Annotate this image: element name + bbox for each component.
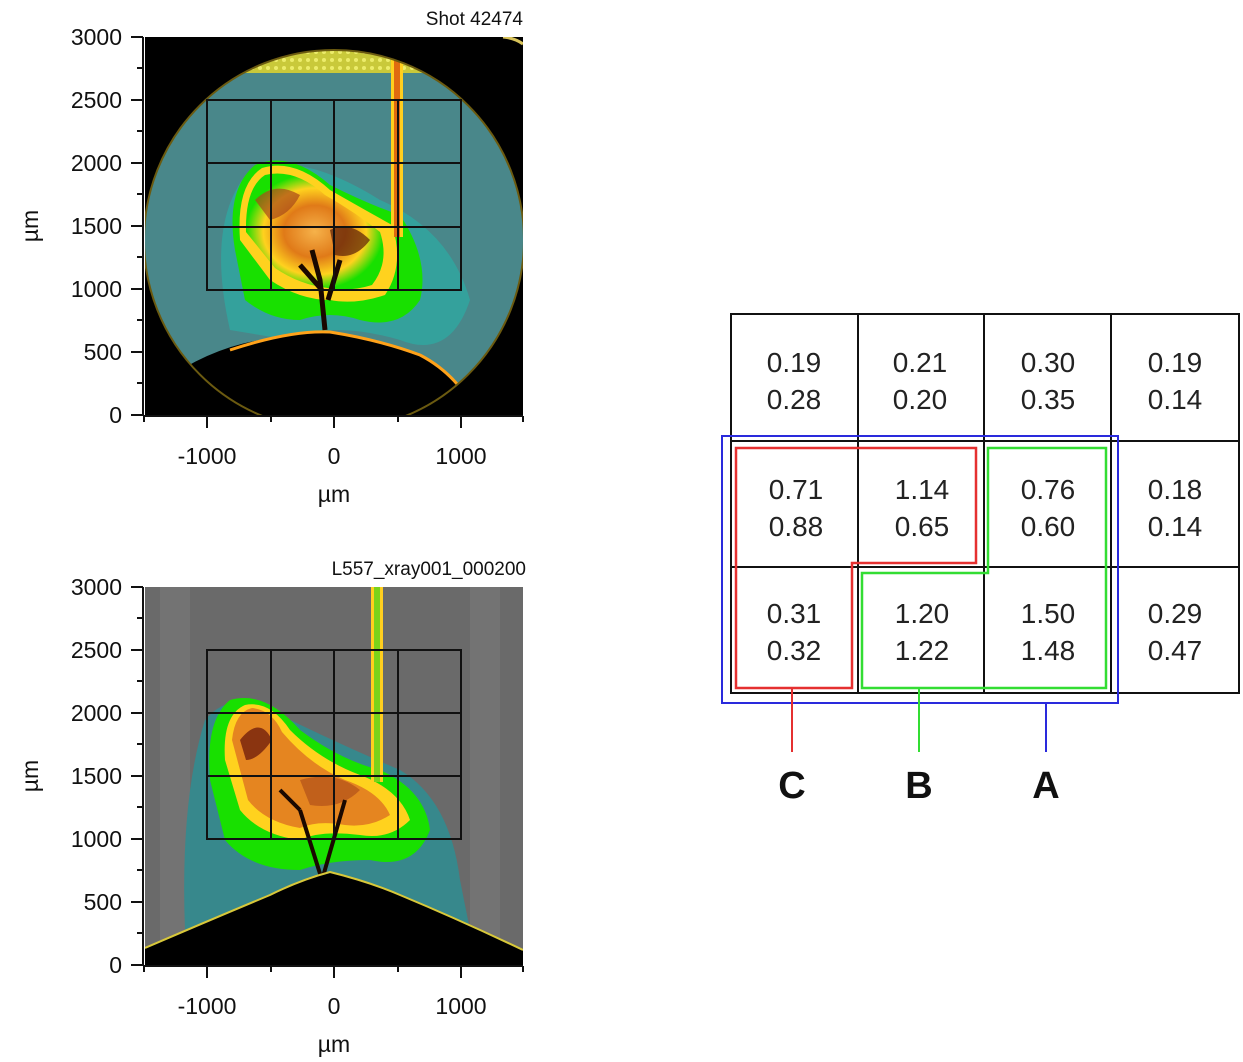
bottom-ytick-0: 0	[109, 952, 122, 978]
cell-r0c1-top: 0.21	[893, 347, 948, 378]
bottom-panel-title: L557_xray001_000200	[332, 559, 526, 580]
cell-r1c3-bottom: 0.14	[1148, 511, 1203, 542]
cell-r1c1-bottom: 0.65	[895, 511, 950, 542]
region-c-label: C	[778, 765, 805, 807]
bottom-ytick-500: 500	[84, 889, 122, 915]
cell-r0c2-bottom: 0.35	[1021, 384, 1076, 415]
region-a-outline	[721, 435, 1119, 704]
bottom-ylabel: µm	[17, 760, 43, 792]
cell-r0c0-bottom: 0.28	[767, 384, 822, 415]
top-ytick-500: 500	[84, 339, 122, 365]
top-ytick-0: 0	[109, 402, 122, 428]
cell-r0c3-bottom: 0.14	[1148, 384, 1203, 415]
bottom-ytick-1500: 1500	[71, 763, 122, 789]
cell-r2c1-top: 1.20	[895, 598, 950, 629]
cell-r2c3-top: 0.29	[1148, 598, 1203, 629]
top-panel-title: Shot 42474	[426, 9, 524, 30]
cell-r1c1-top: 1.14	[895, 474, 950, 505]
cell-r1c0-top: 0.71	[769, 474, 824, 505]
cell-r0c2-top: 0.30	[1021, 347, 1076, 378]
region-b-label: B	[905, 765, 932, 807]
top-ylabel: µm	[17, 210, 43, 242]
top-ytick-3000: 3000	[71, 24, 122, 50]
top-xtick-1000: 1000	[435, 443, 486, 469]
cell-r1c3-top: 0.18	[1148, 474, 1203, 505]
cell-r2c2-top: 1.50	[1021, 598, 1076, 629]
cell-r0c0-top: 0.19	[767, 347, 822, 378]
cell-r1c2-top: 0.76	[1021, 474, 1076, 505]
top-ytick-1000: 1000	[71, 276, 122, 302]
top-ytick-2500: 2500	[71, 87, 122, 113]
cell-r1c2-bottom: 0.60	[1021, 511, 1076, 542]
region-c-outline	[734, 446, 978, 690]
bottom-ytick-2500: 2500	[71, 637, 122, 663]
cell-r2c3-bottom: 0.47	[1148, 635, 1203, 666]
bottom-xtick-neg1000: -1000	[178, 993, 237, 1019]
region-b-outline	[860, 446, 1108, 690]
top-ytick-1500: 1500	[71, 213, 122, 239]
bottom-xlabel: µm	[318, 1031, 350, 1057]
cell-r2c0-bottom: 0.32	[767, 635, 822, 666]
bottom-xtick-0: 0	[328, 993, 341, 1019]
top-xtick-neg1000: -1000	[178, 443, 237, 469]
bottom-xtick-1000: 1000	[435, 993, 486, 1019]
bottom-ytick-2000: 2000	[71, 700, 122, 726]
region-a-label: A	[1032, 765, 1059, 807]
cell-r0c3-top: 0.19	[1148, 347, 1203, 378]
cell-r0c1-bottom: 0.20	[893, 384, 948, 415]
top-ytick-2000: 2000	[71, 150, 122, 176]
cell-r2c0-top: 0.31	[767, 598, 822, 629]
top-xlabel: µm	[318, 481, 350, 507]
bottom-ytick-3000: 3000	[71, 574, 122, 600]
cell-r2c1-bottom: 1.22	[895, 635, 950, 666]
cell-r2c2-bottom: 1.48	[1021, 635, 1076, 666]
bottom-ytick-1000: 1000	[71, 826, 122, 852]
cell-r1c0-bottom: 0.88	[769, 511, 824, 542]
top-xtick-0: 0	[328, 443, 341, 469]
value-grid-table: 0.19 0.28 0.21 0.20 0.30 0.35 0.19 0.14 …	[730, 313, 1240, 694]
